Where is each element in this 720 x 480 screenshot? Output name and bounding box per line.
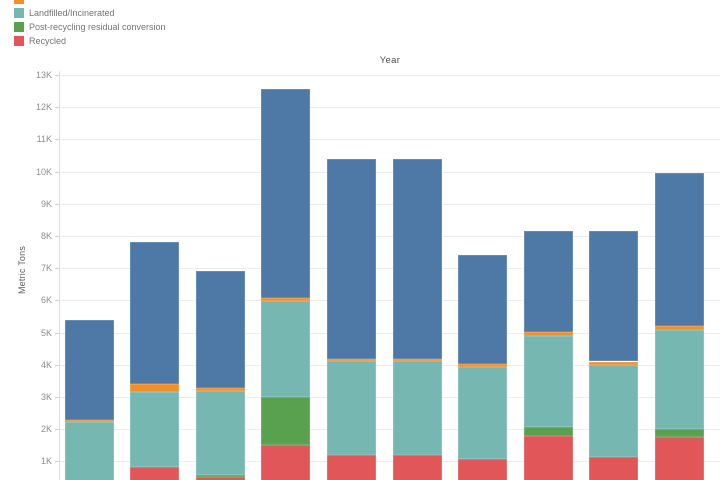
legend-item-landfilled-incinerated[interactable]: Landfilled/Incinerated: [14, 6, 166, 20]
y-tick-label-6K: 6K: [40, 295, 52, 306]
bar-3-segment-orange-category[interactable]: [195, 388, 245, 391]
chart-title: Year: [379, 55, 401, 66]
gridline-11K: [60, 139, 720, 141]
tick-mark-8K: [55, 236, 59, 237]
bar-6-segment-orange-category[interactable]: [392, 359, 442, 362]
bar-7-segment-blue-category[interactable]: [458, 255, 508, 365]
bar-2-segment-blue-category[interactable]: [130, 241, 180, 384]
bar-5-segment-recycled[interactable]: [326, 455, 376, 480]
y-tick-label-2K: 2K: [40, 424, 52, 435]
legend-swatch-icon: [14, 8, 24, 18]
bar-4-segment-recycled[interactable]: [261, 445, 311, 480]
bar-5-segment-blue-category[interactable]: [326, 159, 376, 359]
bar-4-segment-blue-category[interactable]: [261, 89, 311, 298]
legend-item-label: Recycled: [29, 36, 67, 46]
bar-2-segment-recycled[interactable]: [130, 467, 180, 480]
bar-6-segment-landfilled-incinerated[interactable]: [392, 361, 442, 455]
bar-10-segment-orange-category[interactable]: [654, 326, 704, 331]
tick-mark-9K: [55, 203, 59, 205]
tick-mark-11K: [55, 139, 59, 141]
bar-8-segment-landfilled-incinerated[interactable]: [523, 336, 573, 428]
y-tick-label-4K: 4K: [40, 359, 52, 370]
tick-mark-4K: [55, 364, 59, 366]
tick-mark-2K: [55, 429, 59, 431]
bar-6-segment-recycled[interactable]: [392, 455, 442, 480]
legend: Landfilled/Incinerated Post-recycling res…: [14, 0, 166, 48]
bar-3-segment-landfilled-incinerated[interactable]: [195, 390, 245, 475]
gridline-9K: [60, 203, 720, 205]
bar-10-segment-landfilled-incinerated[interactable]: [654, 330, 704, 430]
legend-item-label: Landfilled/Incinerated: [29, 8, 115, 18]
bar-7-segment-recycled[interactable]: [458, 458, 508, 480]
legend-swatch-icon: [14, 0, 24, 4]
bar-8-segment-post-recycling-residual-conversion[interactable]: [523, 427, 573, 436]
legend-swatch-icon: [14, 22, 24, 32]
bar-2-segment-landfilled-incinerated[interactable]: [130, 392, 180, 468]
tick-mark-5K: [55, 332, 59, 334]
gridline-2K: [60, 429, 720, 431]
gridline-10K: [60, 171, 720, 173]
bar-10-segment-post-recycling-residual-conversion[interactable]: [654, 429, 704, 438]
legend-swatch-icon: [14, 36, 24, 46]
bar-2-segment-orange-category[interactable]: [130, 383, 180, 393]
gridline-5K: [60, 332, 720, 334]
bar-10-segment-blue-category[interactable]: [654, 173, 704, 327]
bar-10-segment-recycled[interactable]: [654, 437, 704, 480]
tick-mark-1K: [55, 461, 59, 463]
y-tick-label-10K: 10K: [35, 166, 52, 177]
bar-4-segment-landfilled-incinerated[interactable]: [261, 301, 311, 397]
y-axis-line: [59, 71, 60, 480]
bar-8-segment-recycled[interactable]: [523, 435, 573, 480]
bar-5-segment-orange-category[interactable]: [326, 359, 376, 362]
y-tick-label-5K: 5K: [40, 327, 52, 338]
tick-mark-6K: [55, 300, 59, 302]
legend-item-cut-off[interactable]: [14, 0, 166, 6]
bar-9-segment-landfilled-incinerated[interactable]: [589, 364, 639, 457]
tick-mark-3K: [55, 397, 59, 398]
bar-4-segment-orange-category[interactable]: [261, 297, 311, 301]
gridline-4K: [60, 364, 720, 366]
bar-5-segment-landfilled-incinerated[interactable]: [326, 361, 376, 455]
bar-1-segment-landfilled-incinerated[interactable]: [64, 421, 114, 480]
bar-7-segment-orange-category[interactable]: [458, 364, 508, 367]
bar-7-segment-landfilled-incinerated[interactable]: [458, 366, 508, 459]
bar-9-segment-orange-category[interactable]: [589, 361, 639, 365]
legend-item-recycled[interactable]: Recycled: [14, 34, 166, 48]
tick-mark-13K: [55, 75, 59, 76]
y-tick-label-7K: 7K: [40, 263, 52, 274]
bar-9-segment-recycled[interactable]: [589, 456, 639, 480]
y-tick-label-13K: 13K: [35, 70, 52, 80]
y-tick-label-8K: 8K: [40, 231, 52, 241]
bar-1-segment-blue-category[interactable]: [64, 319, 114, 420]
y-tick-label-12K: 12K: [35, 102, 52, 113]
bar-6-segment-blue-category[interactable]: [392, 159, 442, 359]
bar-9-segment-blue-category[interactable]: [589, 230, 639, 362]
gridline-6K: [60, 300, 720, 302]
y-tick-label-11K: 11K: [36, 134, 52, 145]
gridline-1K: [60, 461, 720, 463]
bar-3-segment-blue-category[interactable]: [195, 271, 245, 389]
bar-3-segment-recycled[interactable]: [195, 476, 245, 480]
gridline-7K: [60, 268, 720, 270]
bar-8-segment-orange-category[interactable]: [523, 332, 573, 337]
tick-mark-7K: [55, 268, 59, 270]
y-tick-label-1K: 1K: [40, 456, 52, 467]
gridline-13K: [60, 75, 720, 76]
y-tick-label-9K: 9K: [40, 198, 52, 209]
gridline-12K: [60, 107, 720, 109]
gridline-3K: [60, 397, 720, 398]
tick-mark-12K: [55, 107, 59, 109]
bar-4-segment-post-recycling-residual-conversion[interactable]: [261, 396, 311, 445]
tick-mark-10K: [55, 171, 59, 173]
legend-item-label: Post-recycling residual conversion: [29, 22, 166, 32]
y-tick-label-3K: 3K: [40, 392, 52, 402]
bar-1-segment-orange-category[interactable]: [64, 419, 114, 422]
legend-item-post-recycling-residual-conversion[interactable]: Post-recycling residual conversion: [14, 20, 166, 34]
bar-3-segment-post-recycling-residual-conversion[interactable]: [195, 474, 245, 477]
bar-8-segment-blue-category[interactable]: [523, 230, 573, 332]
gridline-8K: [60, 236, 720, 237]
